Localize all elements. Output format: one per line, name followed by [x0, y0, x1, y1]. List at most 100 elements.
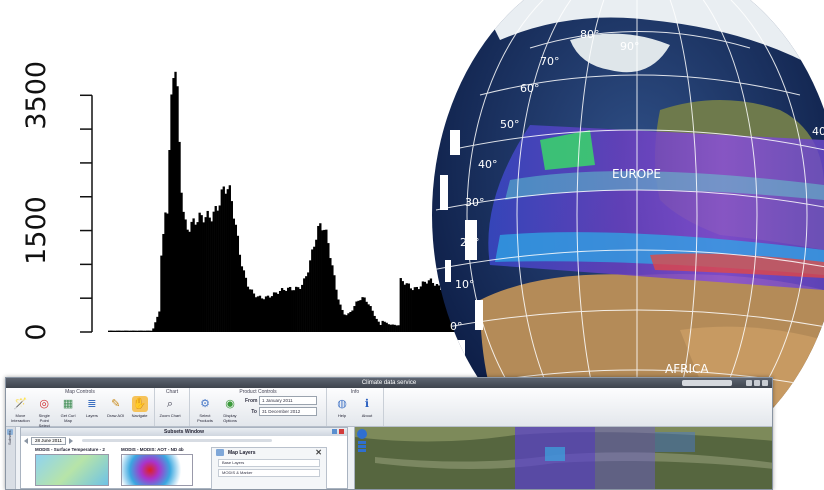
histogram-bar [200, 215, 203, 332]
latitude-labels: 70° 60° 50° 40° 30° 20° 10° 0° 10° [448, 55, 560, 375]
histogram-bar [222, 186, 225, 332]
histogram-bar [126, 330, 129, 332]
date-range: From 1 January 2011 To 31 December 2012 [245, 396, 317, 423]
latitude-label: 10° [455, 278, 475, 291]
button-label: Display Options [223, 413, 237, 423]
histogram-bar [371, 310, 374, 332]
histogram-bar [164, 212, 167, 332]
maximize-button[interactable] [754, 380, 760, 386]
map-layers-header: Map Layers ✕ [212, 448, 326, 457]
histogram-bar [284, 291, 288, 332]
hand-button[interactable]: ✋ Navigate [129, 396, 150, 418]
close-icon[interactable]: ✕ [315, 448, 322, 457]
histogram-bar [170, 94, 173, 332]
histogram-bar [116, 330, 119, 332]
ribbon-toolbar: Map Controls 🪄 Move Interaction ◎ Single Po… [6, 388, 772, 428]
panel-thumbnail[interactable] [35, 454, 109, 486]
map-layer-item[interactable]: MODIS & Marker [218, 469, 320, 477]
histogram-bar [431, 282, 435, 332]
histogram-bar [190, 221, 193, 332]
map-pan-zoom-control[interactable] [357, 429, 369, 453]
histogram-bar [212, 211, 215, 332]
info-button[interactable]: ℹ About [356, 396, 378, 418]
histogram-bar [291, 290, 294, 332]
histogram-bar [262, 299, 266, 332]
window-search-field[interactable] [682, 380, 732, 386]
histogram-bar [234, 224, 238, 332]
gear-icon: ⚙ [200, 398, 210, 410]
pan-icon[interactable] [357, 429, 367, 439]
prev-date-icon[interactable] [24, 437, 28, 444]
zoom-level-icon[interactable] [358, 445, 366, 448]
histogram-bar [132, 330, 135, 332]
histogram-chart: 0 1500 3500 [21, 61, 470, 341]
histogram-bar [439, 289, 443, 332]
close-button[interactable] [762, 380, 768, 386]
gear-button[interactable]: ⚙ Select Products [194, 396, 216, 423]
histogram-bar [176, 86, 179, 332]
y-tick-label: 1500 [21, 196, 52, 265]
histogram-bar [415, 286, 419, 332]
map-view[interactable] [354, 427, 772, 489]
panel-surface-temperature[interactable]: MODIS - Surface Temperature - 2 [35, 447, 109, 486]
target-button[interactable]: ◎ Single Point Select [34, 396, 55, 428]
histogram-bar [375, 318, 378, 332]
map-canvas[interactable] [355, 427, 772, 489]
y-tick-label: 3500 [21, 61, 52, 130]
magnifier-button[interactable]: ⌕ Zoom Chart [159, 396, 181, 418]
subsets-header: Subsets Window [21, 428, 347, 436]
date-slider[interactable] [81, 439, 272, 442]
histogram-bar [333, 275, 336, 332]
histogram-bar [158, 311, 161, 332]
histogram-bar [214, 206, 217, 332]
zoom-out-icon[interactable] [358, 449, 366, 452]
zoom-in-icon[interactable] [358, 441, 366, 444]
histogram-bar [226, 189, 229, 332]
histogram-bar [268, 297, 272, 332]
subset-panels: MODIS - Surface Temperature - 2 MODIS - … [21, 445, 347, 489]
histogram-bar [110, 330, 113, 332]
group-map-controls: Map Controls 🪄 Move Interaction ◎ Single Po… [6, 388, 155, 428]
next-date-icon[interactable] [68, 437, 73, 444]
to-date-field[interactable]: 31 December 2012 [259, 407, 317, 416]
magnifier-icon: ⌕ [166, 398, 174, 410]
histogram-bar [377, 321, 380, 332]
add-icon[interactable] [7, 429, 13, 435]
globe-button[interactable]: ◍ Help [331, 396, 353, 418]
histogram-bar [407, 283, 410, 332]
histogram-bar [112, 330, 115, 332]
histogram-bar [329, 258, 332, 332]
stack-button[interactable]: ≣ Layers [81, 396, 102, 418]
histogram-bar [355, 301, 358, 332]
minimize-button[interactable] [746, 380, 752, 386]
layers-button[interactable]: ▦ Get Curl Map [58, 396, 79, 423]
histogram-bar [317, 225, 320, 332]
histogram-bar [128, 330, 131, 332]
histogram-bar [118, 330, 121, 332]
window-controls [746, 380, 768, 386]
expand-icon[interactable] [332, 429, 337, 434]
subsets-title: Subsets Window [164, 429, 204, 435]
panel-thumbnail[interactable] [121, 454, 193, 486]
greenland-ice [570, 33, 670, 73]
group-title-map-controls: Map Controls [65, 389, 95, 395]
panel-aot[interactable]: MODIS - MODIS: AOT - ND 4b [121, 447, 193, 486]
current-date[interactable]: 28 June 2011 [31, 436, 66, 445]
latitude-label: 20° [460, 236, 480, 249]
subsets-side-tab[interactable]: Subsets [6, 427, 16, 489]
histogram-bar [395, 325, 398, 332]
histogram-bar [409, 288, 412, 332]
histogram-bar [174, 71, 177, 333]
pencil-button[interactable]: ✎ Draw AOI [105, 396, 126, 418]
map-layer-item[interactable]: Base Layers [218, 459, 320, 467]
palette-button[interactable]: ◉ Display Options [219, 396, 241, 423]
histogram-bar [303, 278, 306, 332]
histogram-bar [343, 314, 346, 332]
wand-button[interactable]: 🪄 Move Interaction [10, 396, 31, 423]
from-date-field[interactable]: 1 January 2011 [259, 396, 317, 405]
histogram-bar [244, 277, 248, 332]
close-panel-icon[interactable] [339, 429, 344, 434]
histogram-bar [325, 229, 328, 332]
histogram-bar [286, 287, 290, 332]
histogram-bar [248, 289, 252, 332]
